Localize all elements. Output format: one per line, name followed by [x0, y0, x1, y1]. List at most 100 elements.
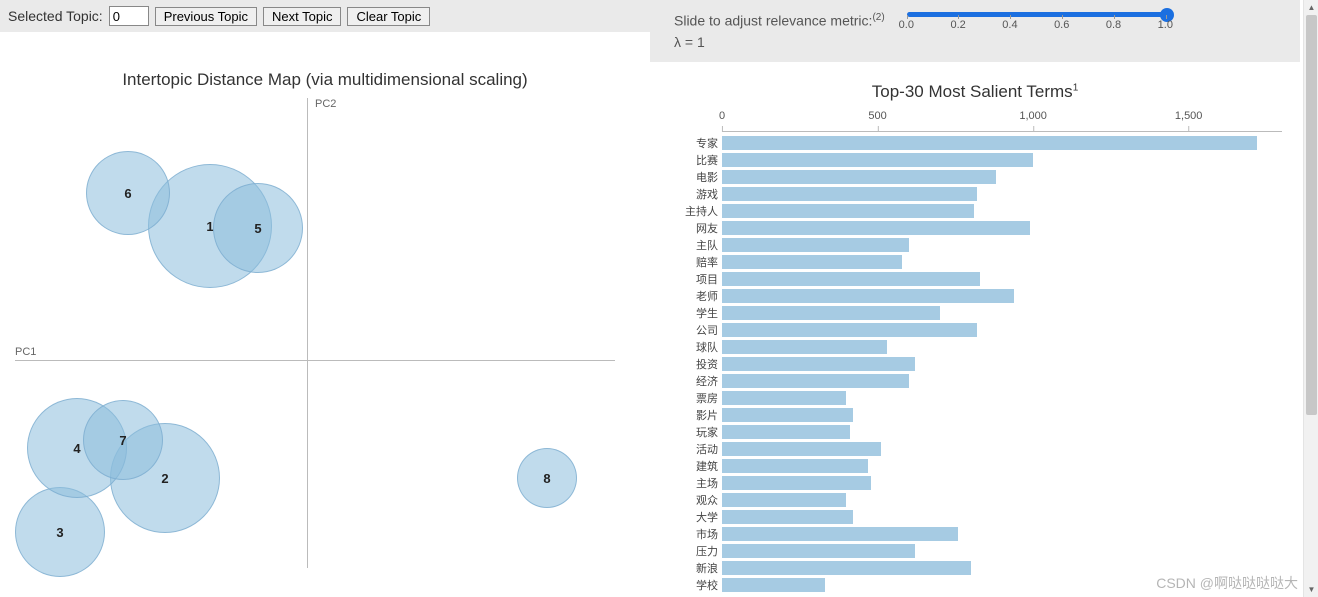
term-bar	[722, 561, 971, 575]
term-label: 新浪	[674, 560, 722, 576]
term-row[interactable]: 观众	[674, 491, 1294, 508]
term-label: 经济	[674, 373, 722, 389]
term-bar-wrap	[722, 136, 1294, 150]
term-bar	[722, 221, 1030, 235]
topic-bubble-3[interactable]: 3	[15, 487, 105, 577]
term-bar-wrap	[722, 442, 1294, 456]
term-bar	[722, 204, 974, 218]
term-label: 投资	[674, 356, 722, 372]
term-label: 玩家	[674, 424, 722, 440]
term-row[interactable]: 建筑	[674, 457, 1294, 474]
term-bar	[722, 153, 1033, 167]
term-label: 市场	[674, 526, 722, 542]
term-bar	[722, 289, 1014, 303]
topic-bubble-5[interactable]: 5	[213, 183, 303, 273]
term-bar-wrap	[722, 272, 1294, 286]
term-row[interactable]: 经济	[674, 372, 1294, 389]
salient-terms-title: Top-30 Most Salient Terms1	[650, 82, 1300, 102]
term-bar	[722, 527, 958, 541]
intertopic-distance-map[interactable]: PC1 PC2 12345678	[15, 98, 615, 568]
term-row[interactable]: 学生	[674, 304, 1294, 321]
hbar-x-tick: 500	[868, 110, 886, 122]
term-row[interactable]: 大学	[674, 508, 1294, 525]
slider-track	[907, 12, 1167, 17]
term-row[interactable]: 影片	[674, 406, 1294, 423]
term-bar	[722, 442, 881, 456]
term-row[interactable]: 新浪	[674, 559, 1294, 576]
next-topic-button[interactable]: Next Topic	[263, 7, 341, 26]
term-bar-wrap	[722, 340, 1294, 354]
term-row[interactable]: 球队	[674, 338, 1294, 355]
term-row[interactable]: 玩家	[674, 423, 1294, 440]
term-row[interactable]: 主持人	[674, 202, 1294, 219]
term-row[interactable]: 压力	[674, 542, 1294, 559]
term-bar	[722, 357, 915, 371]
term-row[interactable]: 电影	[674, 168, 1294, 185]
axis-pc1-label: PC1	[15, 346, 36, 358]
term-label: 公司	[674, 322, 722, 338]
term-bar	[722, 306, 940, 320]
selected-topic-input[interactable]	[109, 6, 149, 26]
term-row[interactable]: 投资	[674, 355, 1294, 372]
topic-bubble-7[interactable]: 7	[83, 400, 163, 480]
term-bar-wrap	[722, 323, 1294, 337]
lambda-slider[interactable]: 0.00.20.40.60.81.0	[907, 12, 1167, 19]
term-row[interactable]: 主队	[674, 236, 1294, 253]
term-label: 球队	[674, 339, 722, 355]
term-label: 观众	[674, 492, 722, 508]
term-label: 游戏	[674, 186, 722, 202]
scrollbar-thumb[interactable]	[1306, 15, 1317, 415]
term-row[interactable]: 活动	[674, 440, 1294, 457]
term-row[interactable]: 赔率	[674, 253, 1294, 270]
term-bar-wrap	[722, 544, 1294, 558]
term-label: 网友	[674, 220, 722, 236]
hbar-x-axis: 05001,0001,500	[722, 110, 1282, 132]
term-bar-wrap	[722, 289, 1294, 303]
term-label: 赔率	[674, 254, 722, 270]
term-bar-wrap	[722, 476, 1294, 490]
intertopic-title: Intertopic Distance Map (via multidimens…	[0, 70, 650, 90]
term-label: 活动	[674, 441, 722, 457]
term-row[interactable]: 网友	[674, 219, 1294, 236]
term-label: 比赛	[674, 152, 722, 168]
term-row[interactable]: 市场	[674, 525, 1294, 542]
term-bar	[722, 238, 909, 252]
term-bar	[722, 493, 846, 507]
scroll-down-icon[interactable]: ▼	[1304, 582, 1318, 597]
term-bar	[722, 340, 887, 354]
selected-topic-label: Selected Topic:	[8, 8, 103, 24]
term-bar	[722, 544, 915, 558]
term-row[interactable]: 项目	[674, 270, 1294, 287]
topic-bubble-6[interactable]: 6	[86, 151, 170, 235]
term-row[interactable]: 票房	[674, 389, 1294, 406]
term-row[interactable]: 游戏	[674, 185, 1294, 202]
term-row[interactable]: 主场	[674, 474, 1294, 491]
previous-topic-button[interactable]: Previous Topic	[155, 7, 257, 26]
axis-pc2-line	[307, 98, 308, 568]
term-bar-wrap	[722, 510, 1294, 524]
axis-pc1-line	[15, 360, 615, 361]
hbar-x-tick: 1,500	[1175, 110, 1203, 122]
term-bar	[722, 187, 977, 201]
vertical-scrollbar[interactable]: ▲ ▼	[1303, 0, 1318, 597]
term-row[interactable]: 比赛	[674, 151, 1294, 168]
term-bar-wrap	[722, 561, 1294, 575]
term-label: 项目	[674, 271, 722, 287]
term-label: 主队	[674, 237, 722, 253]
term-bar	[722, 323, 977, 337]
term-row[interactable]: 公司	[674, 321, 1294, 338]
term-bar-wrap	[722, 153, 1294, 167]
term-row[interactable]: 老师	[674, 287, 1294, 304]
term-row[interactable]: 学校	[674, 576, 1294, 593]
term-row[interactable]: 专家	[674, 134, 1294, 151]
term-bar-wrap	[722, 578, 1294, 592]
term-bar-wrap	[722, 357, 1294, 371]
slider-label-sup: (2)	[872, 12, 884, 23]
topic-bubble-8[interactable]: 8	[517, 448, 577, 508]
salient-terms-chart[interactable]: 05001,0001,500 专家比赛电影游戏主持人网友主队赔率项目老师学生公司…	[674, 110, 1294, 593]
scroll-up-icon[interactable]: ▲	[1304, 0, 1318, 15]
clear-topic-button[interactable]: Clear Topic	[347, 7, 430, 26]
term-bar-wrap	[722, 527, 1294, 541]
term-bar-wrap	[722, 170, 1294, 184]
term-bar-wrap	[722, 374, 1294, 388]
